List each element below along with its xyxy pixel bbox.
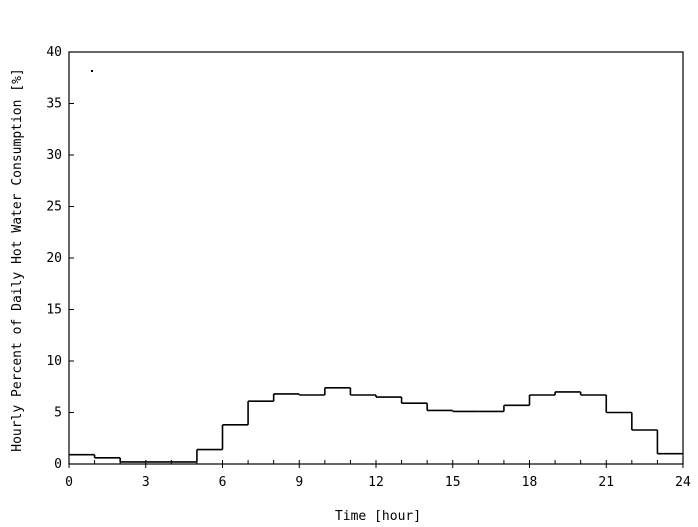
plot-frame — [68, 51, 684, 465]
y-tick-label: 30 — [46, 148, 62, 163]
x-tick-label: 24 — [675, 475, 691, 490]
x-tick-label: 6 — [219, 475, 227, 490]
y-tick-label: 0 — [54, 457, 62, 472]
x-tick-label: 12 — [368, 475, 384, 490]
x-tick-label: 3 — [142, 475, 150, 490]
x-tick-label: 18 — [522, 475, 538, 490]
x-tick-label: 15 — [445, 475, 461, 490]
y-axis-label: Hourly Percent of Daily Hot Water Consum… — [10, 68, 25, 452]
y-tick-label: 25 — [46, 200, 62, 215]
x-tick-label: 0 — [65, 475, 73, 490]
x-axis-label: Time [hour] — [335, 509, 421, 524]
y-tick-label: 15 — [46, 303, 62, 318]
y-tick-label: 5 — [54, 406, 62, 421]
y-tick-label: 40 — [46, 45, 62, 60]
y-tick-label: 20 — [46, 251, 62, 266]
x-tick-label: 9 — [295, 475, 303, 490]
y-tick-label: 10 — [46, 354, 62, 369]
stray-dot — [91, 70, 93, 72]
y-tick-label: 35 — [46, 97, 62, 112]
x-tick-label: 21 — [598, 475, 614, 490]
